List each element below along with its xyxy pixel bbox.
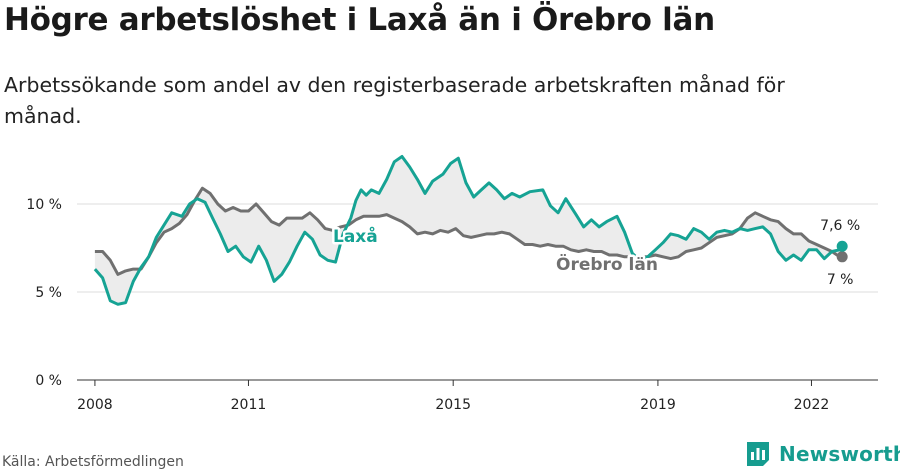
series-label-orebro-halo: Örebro län: [556, 253, 658, 275]
newsworthy-icon: [747, 442, 769, 466]
series-line-laxa: [93, 155, 844, 306]
end-label-orebro: 7 %: [827, 272, 854, 288]
x-tick-label: 2019: [640, 397, 676, 413]
chart-subtitle: Arbetssökande som andel av den registerb…: [4, 73, 785, 128]
source-note: Källa: Arbetsförmedlingen: [2, 454, 184, 470]
series-line-orebro: [94, 186, 843, 276]
x-tick-label: 2015: [435, 397, 471, 413]
x-tick-label: 2022: [794, 397, 830, 413]
series-label-laxa: Laxå: [333, 225, 378, 247]
series-label-orebro: Örebro län: [556, 253, 658, 275]
y-tick-label: 0 %: [35, 373, 62, 389]
x-tick-label: 2011: [231, 397, 267, 413]
end-marker-laxa: [836, 240, 848, 252]
y-tick-label: 5 %: [35, 285, 62, 301]
gap-band: [94, 156, 843, 305]
x-tick-label: 2008: [77, 397, 113, 413]
y-tick-label: 10 %: [26, 197, 62, 213]
brand-name: Newsworthy: [779, 442, 900, 466]
end-marker-orebro: [836, 251, 848, 263]
brand-logo: Newsworthy: [745, 440, 900, 468]
end-label-laxa: 7,6 %: [820, 218, 860, 234]
chart-title: Högre arbetslöshet i Laxå än i Örebro lä…: [4, 2, 715, 38]
series-label-laxa-halo: Laxå: [333, 225, 378, 247]
